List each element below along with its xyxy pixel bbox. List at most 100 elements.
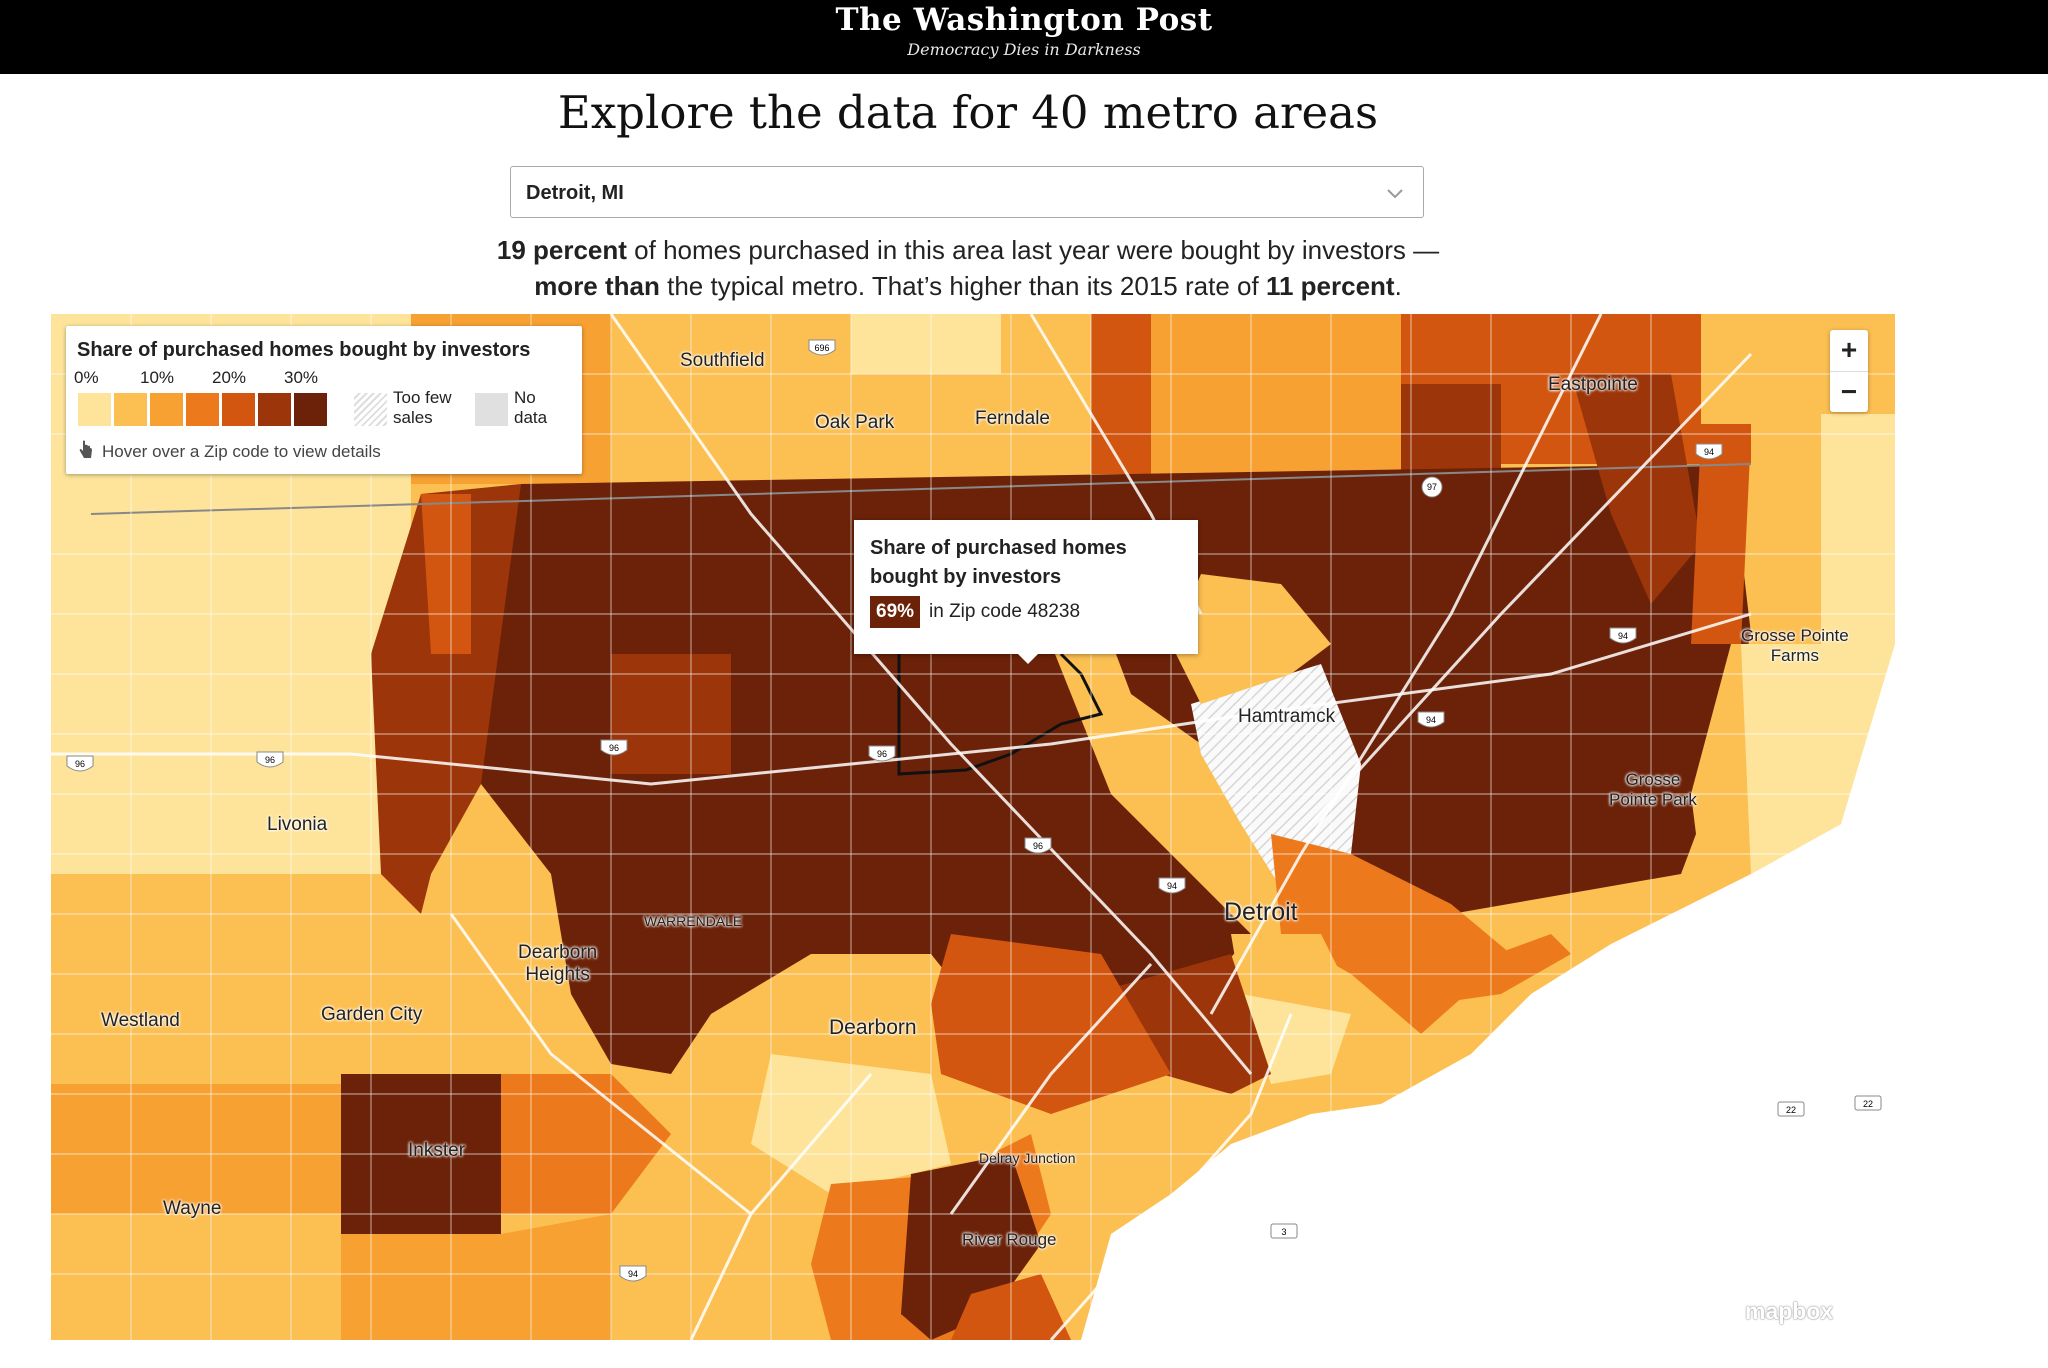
zip-region xyxy=(1571,374,1701,604)
zoom-in-button[interactable]: + xyxy=(1840,334,1858,365)
zip-region xyxy=(901,1154,1041,1340)
legend-tick-label: 30% xyxy=(284,368,319,387)
tooltip-pointer xyxy=(1018,654,1038,664)
zip-tooltip: Share of purchased homes bought by inves… xyxy=(854,520,1198,664)
highway-shield-icon: 96 xyxy=(1024,837,1052,854)
zip-region xyxy=(1151,314,1401,474)
map-label-detroit: Detroit xyxy=(1224,898,1298,926)
highway-shield-icon: 96 xyxy=(66,755,94,772)
legend-tick-label: 0% xyxy=(74,368,99,387)
page-title: Explore the data for 40 metro areas xyxy=(557,86,1379,139)
metro-area-select[interactable]: Detroit, MI xyxy=(510,166,1424,218)
highway-shield-icon: 94 xyxy=(619,1265,647,1282)
highway-shield-icon: 3 xyxy=(1270,1223,1298,1239)
legend-swatch xyxy=(150,393,183,426)
svg-text:96: 96 xyxy=(265,755,275,765)
highway-shield-icon: 96 xyxy=(868,745,896,762)
map-label-southfield: Southfield xyxy=(680,350,765,371)
site-logo[interactable]: The Washington Post xyxy=(835,2,1213,38)
map-label-grosse-pointe-park: Grosse Pointe Park xyxy=(1609,770,1697,809)
svg-text:96: 96 xyxy=(1033,841,1043,851)
highway-shield-icon: 94 xyxy=(1609,627,1637,644)
map-label-dearborn-heights: Dearborn Heights xyxy=(518,942,598,985)
water xyxy=(1081,644,1895,1340)
zip-region xyxy=(1431,934,1571,1004)
zip-region xyxy=(51,1214,341,1340)
legend-no-data-label: No data xyxy=(514,388,548,427)
zip-region xyxy=(341,1074,501,1234)
tooltip-zip-text: in Zip code 48238 xyxy=(929,601,1081,622)
zoom-divider xyxy=(1830,371,1868,372)
summary-percent-current: 19 percent xyxy=(496,235,627,265)
svg-text:96: 96 xyxy=(609,743,619,753)
map-label-garden-city: Garden City xyxy=(321,1004,423,1025)
highway-shield-icon: 94 xyxy=(1695,443,1723,460)
summary-text: 19 percent of homes purchased in this ar… xyxy=(0,232,1936,304)
legend-too-few-swatch xyxy=(354,393,387,426)
svg-text:96: 96 xyxy=(877,749,887,759)
svg-text:94: 94 xyxy=(1167,881,1177,891)
svg-text:22: 22 xyxy=(1786,1105,1796,1115)
map-legend: Share of purchased homes bought by inves… xyxy=(66,326,582,474)
zip-region xyxy=(1171,574,1331,704)
svg-text:22: 22 xyxy=(1863,1099,1873,1109)
map-label-wayne: Wayne xyxy=(163,1198,222,1219)
major-roads xyxy=(51,314,1753,1340)
svg-text:97: 97 xyxy=(1427,482,1437,492)
summary-line2-text: the typical metro. That’s higher than it… xyxy=(659,271,1266,301)
hand-pointer-icon xyxy=(79,440,92,458)
svg-text:696: 696 xyxy=(814,343,829,353)
zip-region xyxy=(751,1054,951,1194)
legend-too-few-label: Too few sales xyxy=(393,388,452,427)
highway-shield-icon: 22 xyxy=(1777,1101,1805,1117)
svg-text:94: 94 xyxy=(1618,631,1628,641)
metro-area-selected-value: Detroit, MI xyxy=(526,182,624,204)
legend-hint-text: Hover over a Zip code to view details xyxy=(102,442,381,461)
legend-swatch xyxy=(186,393,219,426)
legend-swatch xyxy=(222,393,255,426)
svg-text:94: 94 xyxy=(628,1269,638,1279)
map-label-hamtramck: Hamtramck xyxy=(1238,706,1336,727)
chevron-down-icon xyxy=(1387,189,1403,199)
zip-region xyxy=(851,314,1001,374)
highway-shield-icon: 96 xyxy=(256,751,284,768)
street-grid xyxy=(51,314,1895,1340)
zip-region xyxy=(1741,414,1895,874)
map-label-eastpointe: Eastpointe xyxy=(1548,374,1638,395)
legend-tick-label: 20% xyxy=(212,368,247,387)
svg-text:94: 94 xyxy=(1704,447,1714,457)
zip-region xyxy=(1401,384,1501,474)
legend-swatch xyxy=(78,393,111,426)
summary-line1-text: of homes purchased in this area last yea… xyxy=(626,235,1440,265)
highway-shield-icon: 94 xyxy=(1417,711,1445,728)
zip-region xyxy=(501,1074,671,1214)
legend-title: Share of purchased homes bought by inves… xyxy=(77,339,531,361)
zip-region xyxy=(611,654,731,774)
svg-text:3: 3 xyxy=(1281,1227,1286,1237)
legend-swatch xyxy=(258,393,291,426)
highway-shield-icon: 94 xyxy=(1158,877,1186,894)
zip-region xyxy=(371,484,521,914)
tooltip-title: Share of purchased homes bought by inves… xyxy=(870,537,1127,588)
zip-region xyxy=(951,1274,1071,1340)
map-label-westland: Westland xyxy=(101,1010,180,1031)
zoom-out-button[interactable]: − xyxy=(1840,376,1858,407)
map-label-livonia: Livonia xyxy=(267,814,328,835)
map-label-grosse-pointe-farms: Grosse Pointe Farms xyxy=(1741,626,1849,665)
mapbox-logo[interactable]: mapbox xyxy=(1745,1298,1834,1324)
highway-shield-icon: 96 xyxy=(600,739,628,756)
summary-line2-end: . xyxy=(1394,271,1402,301)
map-label-delray-junction: Delray Junction xyxy=(979,1150,1076,1166)
highway-shield-icon: 97 xyxy=(1421,476,1443,498)
legend-tick-label: 10% xyxy=(140,368,175,387)
zip-region xyxy=(1191,664,1361,904)
zip-region xyxy=(1241,994,1351,1084)
map-label-oak-park: Oak Park xyxy=(815,412,895,433)
zip-region xyxy=(421,494,471,654)
zip-region xyxy=(1691,434,1751,644)
masthead: The Washington Post Democracy Dies in Da… xyxy=(0,0,2048,74)
highway-shield-icon: 22 xyxy=(1854,1095,1882,1111)
zip-region xyxy=(1091,314,1151,474)
svg-text:96: 96 xyxy=(75,759,85,769)
zip-region xyxy=(471,464,1751,1074)
